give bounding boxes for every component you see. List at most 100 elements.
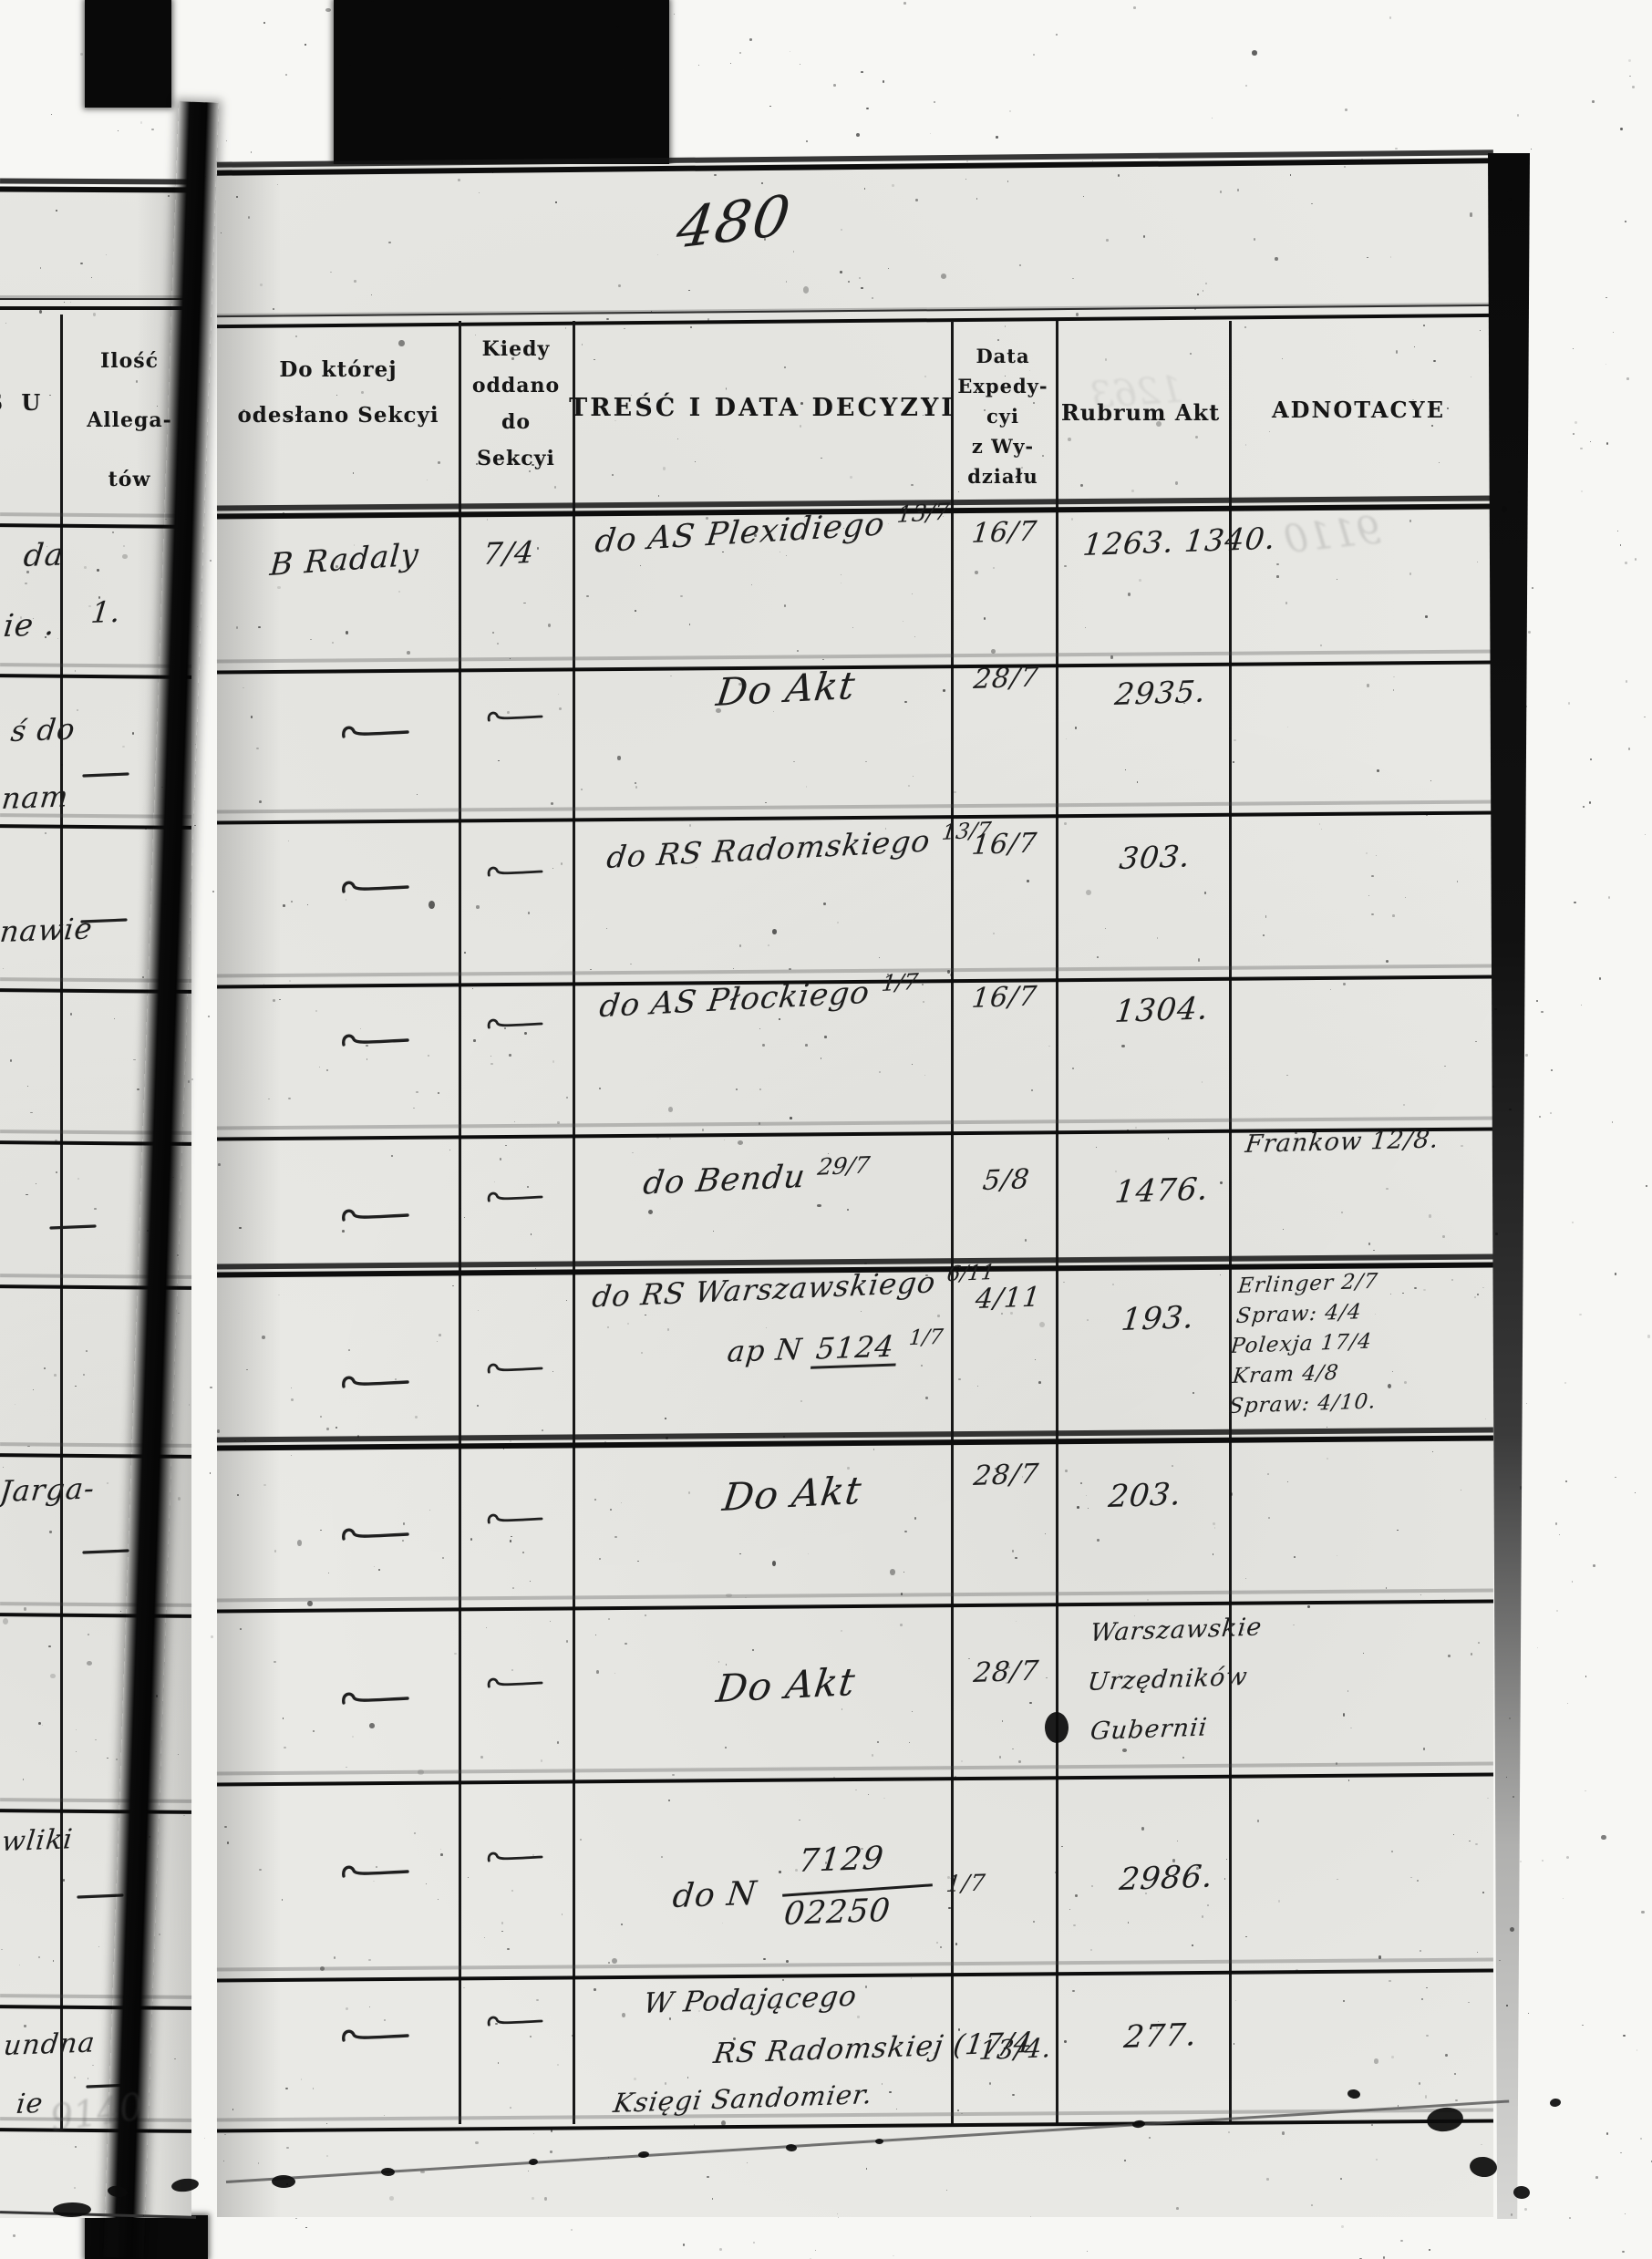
row-rule	[217, 1599, 1493, 1614]
column-rule-sekcya-kiedy	[459, 321, 461, 2124]
row-rule	[217, 810, 1493, 825]
row-rule	[217, 1772, 1493, 1787]
left-header-allegatow-line3: tów	[108, 468, 151, 491]
entry-exped: 28/7	[972, 661, 1041, 696]
entry-adnotacye: Erlinger 2/7	[1236, 1269, 1379, 1298]
ditto-mark	[487, 1513, 543, 1524]
entry-sekcya: B Radaly	[268, 536, 421, 583]
entry-tresc-number: 5124	[810, 1328, 901, 1369]
ditto-mark	[80, 918, 128, 923]
table-bottom-rule	[217, 2119, 1493, 2133]
header-sekcya-line2: odesłano Sekcyi	[237, 403, 439, 428]
entry-tresc-line: W Podającego	[641, 1979, 860, 2020]
entry-rubrum: 2935.	[1112, 673, 1208, 712]
left-row-rule	[0, 2005, 192, 2010]
page-stack-edge	[1488, 153, 1530, 2219]
entry-rubrum: 1263. 1340.	[1080, 520, 1278, 562]
header-adnotacye: ADNOTACYE	[1272, 397, 1445, 423]
entry-adnotacye: Kram 4/8	[1231, 1360, 1340, 1388]
header-kiedy-line1: Kiedy	[481, 337, 551, 361]
column-rule-exped-rubrum	[1056, 321, 1058, 2124]
header-exped-line4: z Wy-	[971, 435, 1035, 458]
entry-rubrum-line: Warszawskie	[1089, 1613, 1264, 1647]
row-rule	[216, 1435, 1494, 1451]
entry-tresc: Do Akt	[713, 1659, 859, 1711]
left-page-double-rule-a	[0, 298, 191, 300]
left-entry-fragment: ie .	[1, 606, 57, 645]
left-header-partial: S U	[0, 389, 46, 416]
header-exped-line5: działu	[967, 465, 1038, 488]
ditto-mark	[342, 881, 409, 893]
entry-rubrum: 1304.	[1112, 990, 1211, 1030]
entry-tresc-date: 1/7	[945, 1869, 987, 1897]
entry-exped: 16/7	[970, 980, 1039, 1015]
entry-tresc-fraction-pre: do N	[670, 1874, 759, 1915]
header-kiedy-line3: do	[501, 410, 532, 434]
ditto-mark	[342, 1034, 409, 1047]
entry-adnotacye: Polexja 17/4	[1229, 1329, 1374, 1358]
entry-rubrum-line: Urzędników	[1086, 1662, 1250, 1697]
left-entry-fragment: wliki	[0, 1823, 75, 1858]
ditto-mark	[487, 1191, 543, 1202]
left-entry-fragment: nam	[0, 779, 71, 816]
ditto-mark	[82, 772, 129, 778]
header-tresc: TREŚĆ I DATA DECYZYI	[569, 394, 955, 422]
left-entry-fragment: ie	[15, 2087, 46, 2120]
entry-kiedy: 7/4	[480, 534, 537, 572]
ledger-right-page: 480 Do której odesłano Sekcyi Kiedy odda…	[216, 158, 1494, 2217]
ditto-mark	[49, 1224, 97, 1230]
ditto-mark	[487, 711, 543, 722]
left-entry-fragment: undna	[2, 2027, 98, 2062]
ditto-mark	[487, 1677, 543, 1688]
column-rule-tresc-exped	[951, 321, 954, 2124]
entry-tresc: do Bendu 29/7	[641, 1151, 872, 1202]
entry-rubrum: 277.	[1121, 2017, 1200, 2056]
ditto-mark	[487, 1852, 543, 1862]
entry-tresc: do RS Radomskiego 13/7	[604, 817, 993, 875]
column-rule-rubrum-adnot	[1229, 321, 1232, 2124]
entry-rubrum: 193.	[1119, 1299, 1197, 1338]
left-page-double-rule-b	[0, 306, 191, 310]
left-page-column-rule	[60, 315, 63, 2129]
entry-tresc: Do Akt	[719, 1468, 865, 1520]
entry-tresc: do AS Plexidiego 13/7	[593, 498, 951, 561]
entry-tresc: do AS Płockiego 1/7	[597, 967, 920, 1026]
film-clamp-bar-top-left	[85, 0, 171, 108]
right-page-gutter-shadow	[217, 164, 281, 2217]
entry-adnotacye: Spraw: 4/10.	[1227, 1389, 1378, 1418]
ghost-bleed-number: 1263	[1089, 368, 1185, 418]
entry-adnotacye: Frankow 12/8.	[1244, 1125, 1441, 1159]
left-row-rule	[0, 1809, 192, 1814]
ditto-mark	[487, 866, 543, 877]
entry-exped: 28/7	[972, 1655, 1041, 1689]
header-double-rule-b	[217, 313, 1493, 329]
ditto-mark	[342, 726, 409, 738]
entry-exped: 5/8	[981, 1163, 1032, 1197]
entry-rubrum-line: Gubernii	[1089, 1713, 1209, 1746]
entry-tresc-date: 29/7	[816, 1151, 872, 1181]
ditto-mark	[342, 1209, 409, 1222]
entry-tresc-date: 1/7	[907, 1325, 945, 1351]
ditto-mark	[82, 1549, 129, 1554]
entry-adnotacye: Spraw: 4/4	[1234, 1300, 1363, 1328]
entry-rubrum: 203.	[1106, 1476, 1184, 1515]
entry-tresc: Do Akt	[713, 663, 859, 715]
entry-rubrum: 1476.	[1112, 1171, 1211, 1211]
entry-tresc-fraction-numerator: 7129	[796, 1840, 886, 1880]
left-entry-fragment: Jarga-	[0, 1470, 98, 1509]
header-rubrum: Rubrum Akt	[1060, 399, 1221, 426]
left-allegaty-value: 1.	[88, 593, 123, 630]
entry-tresc-line2: ap N 5124 1/7	[725, 1325, 945, 1369]
ditto-mark	[487, 1018, 543, 1029]
ditto-mark	[342, 1376, 409, 1388]
entry-tresc-line: Księgi Sandomier.	[611, 2078, 875, 2119]
entry-exped: 28/7	[972, 1458, 1041, 1492]
ditto-mark	[487, 1363, 543, 1374]
entry-rubrum: 2986.	[1117, 1858, 1215, 1898]
ditto-mark	[342, 1692, 409, 1705]
film-clamp-bar-top-center	[334, 0, 669, 170]
header-exped-line1: Data	[976, 345, 1030, 367]
entry-tresc-fraction-denominator: 02250	[781, 1892, 893, 1933]
left-row-rule	[0, 523, 192, 529]
